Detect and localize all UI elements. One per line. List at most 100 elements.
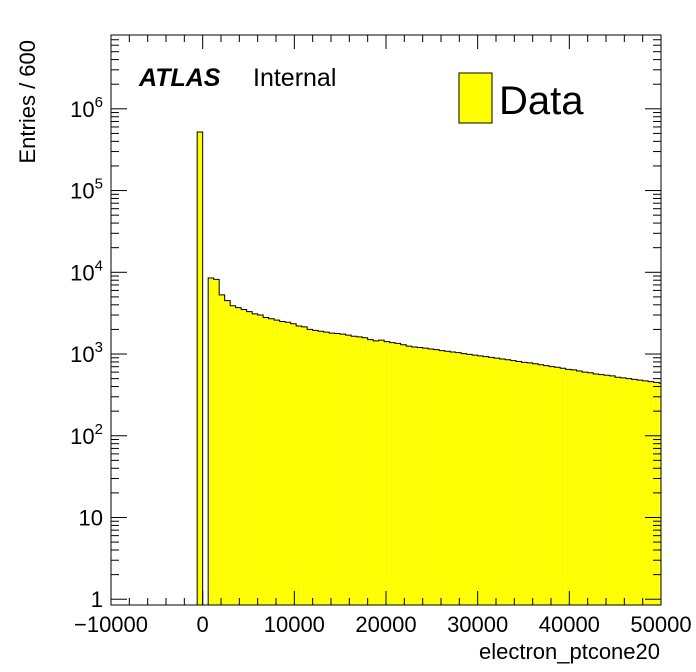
histogram-bin [400, 344, 407, 605]
histogram-bin [538, 364, 544, 605]
histogram-bin [312, 330, 319, 605]
histogram-bin [213, 279, 220, 605]
histogram-bin [521, 362, 528, 605]
histogram-bin [587, 372, 594, 605]
histogram-bin [257, 315, 264, 605]
histogram-bin [565, 369, 572, 605]
histogram-bin [219, 294, 225, 605]
histogram-bin [604, 375, 610, 605]
histogram-bin [472, 355, 478, 605]
x-tick-label: −10000 [74, 612, 148, 637]
histogram-bin [378, 340, 385, 605]
histogram-bin [461, 353, 467, 605]
histogram-bin [235, 307, 242, 605]
histogram-bin [560, 368, 566, 605]
histogram-bin [246, 311, 253, 605]
histogram-bin [543, 365, 550, 605]
histogram-bin [598, 374, 605, 605]
x-tick-label: 0 [197, 612, 209, 637]
x-tick-label: 40000 [539, 612, 600, 637]
x-tick-label: 50000 [630, 612, 691, 637]
x-tick-label: 10000 [264, 612, 325, 637]
histogram-bin [411, 346, 418, 605]
atlas-label: ATLAS [138, 64, 221, 92]
histogram-bin [334, 333, 341, 605]
histogram-bin [356, 336, 363, 605]
histogram-bin [241, 309, 247, 605]
histogram-bin [455, 352, 462, 605]
histogram-bin [615, 377, 621, 605]
histogram-bin [576, 370, 583, 605]
legend-label: Data [499, 79, 584, 123]
histogram-bin [274, 320, 280, 605]
histogram-bin [252, 313, 258, 605]
histogram-bin [510, 360, 517, 605]
histogram-bin [224, 300, 231, 605]
y-tick-label: 10 [79, 505, 103, 530]
histogram-bin [637, 380, 643, 605]
histogram-bin [466, 354, 473, 605]
histogram-bin [483, 356, 489, 605]
x-axis-title: electron_ptcone20 [479, 639, 660, 664]
histogram-bin [230, 305, 236, 605]
x-tick-label: 30000 [447, 612, 508, 637]
histogram-bin [494, 358, 500, 605]
histogram-bin [263, 317, 269, 605]
histogram-bin [323, 332, 330, 605]
histogram-bin [554, 367, 561, 605]
histogram-bin [428, 349, 434, 605]
histogram-bin [532, 363, 539, 605]
histogram-bin [285, 322, 291, 605]
histogram-bin [593, 373, 599, 605]
y-axis-ticks [111, 34, 661, 600]
x-axis-ticks [110, 35, 662, 605]
histogram-bin [631, 379, 638, 605]
legend-swatch [458, 72, 493, 124]
histogram-bin [345, 335, 352, 605]
histogram-bin [433, 349, 440, 605]
histogram-bin [362, 337, 368, 605]
histogram-bin [290, 323, 297, 605]
histogram-bin [373, 340, 379, 605]
histogram-bin [648, 381, 654, 605]
histogram-bin [642, 380, 649, 605]
histogram-bin [516, 361, 522, 605]
histogram-bin [659, 383, 661, 605]
y-axis-title: Entries / 600 [15, 40, 40, 164]
histogram-bin [307, 329, 313, 605]
x-axis-tick-labels: −10000 0 10000 20000 30000 40000 50000 [74, 612, 692, 637]
histogram-bin [329, 333, 335, 605]
histogram-bin [340, 334, 346, 605]
histogram-bin [296, 326, 302, 605]
histogram-bin [571, 369, 577, 605]
histogram-bin [609, 375, 616, 605]
histogram-bin [653, 382, 660, 605]
histogram-bin [268, 318, 275, 605]
histogram-bin [527, 362, 533, 605]
histogram-bin [477, 355, 484, 605]
histogram-bin [417, 347, 423, 605]
histogram-bin [351, 336, 357, 605]
histogram-bin [367, 339, 374, 605]
histogram-bin [488, 357, 495, 605]
histogram-bin [384, 341, 390, 605]
histogram-bin [505, 359, 511, 605]
histogram-bin [444, 351, 451, 605]
histogram-bin [620, 377, 627, 605]
histogram-bin [626, 378, 632, 605]
histogram-bin [318, 331, 324, 605]
histogram-bin [197, 132, 203, 606]
histogram-bin [450, 351, 456, 605]
histogram-bin [582, 372, 588, 605]
histogram-bin [389, 342, 396, 605]
histogram-bin [279, 321, 286, 605]
histogram-bin [208, 278, 214, 605]
histogram-outline [196, 131, 661, 606]
histogram-bin [422, 348, 429, 605]
internal-label: Internal [253, 64, 336, 92]
histogram-bin [406, 346, 412, 605]
histogram-bin [439, 350, 445, 605]
histogram-bins [196, 131, 661, 606]
histogram-bin [301, 326, 308, 605]
